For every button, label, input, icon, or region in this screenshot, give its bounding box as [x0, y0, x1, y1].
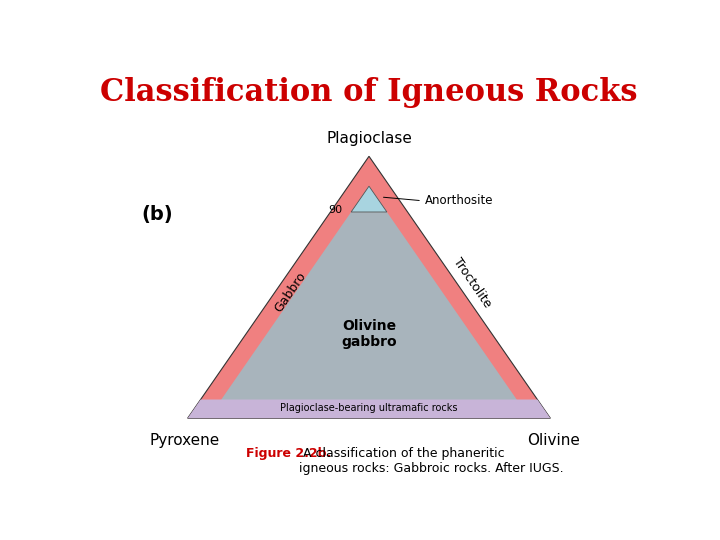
- Text: (b): (b): [141, 205, 173, 224]
- Text: Plagioclase: Plagioclase: [326, 131, 412, 146]
- Text: Anorthosite: Anorthosite: [425, 194, 493, 207]
- Polygon shape: [220, 186, 518, 401]
- Polygon shape: [351, 186, 387, 212]
- Text: A classification of the phaneritic
igneous rocks: Gabbroic rocks. After IUGS.: A classification of the phaneritic igneo…: [300, 447, 564, 475]
- Text: 90: 90: [328, 205, 343, 215]
- Text: Olivine: Olivine: [527, 433, 580, 448]
- Text: Classification of Igneous Rocks: Classification of Igneous Rocks: [100, 77, 638, 109]
- Text: Olivine
gabbro: Olivine gabbro: [341, 319, 397, 349]
- Text: Plagioclase-bearing ultramafic rocks: Plagioclase-bearing ultramafic rocks: [280, 403, 458, 413]
- Text: Figure 2.2b.: Figure 2.2b.: [246, 447, 331, 460]
- Text: Pyroxene: Pyroxene: [150, 433, 220, 448]
- Polygon shape: [188, 400, 550, 418]
- Polygon shape: [188, 156, 550, 418]
- Text: Troctolite: Troctolite: [451, 255, 494, 310]
- Text: Gabbro: Gabbro: [272, 269, 309, 314]
